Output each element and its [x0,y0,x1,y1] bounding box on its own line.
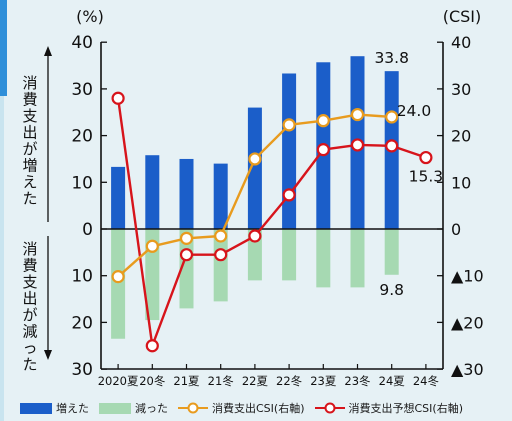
bar-increase [247,107,262,229]
left-axis-tick-label: 30 [71,80,93,100]
left-edge-accent [0,0,7,96]
x-axis-tick-label: 24冬 [413,374,440,388]
x-axis-tick-label: 23夏 [310,374,337,388]
left-axis-tick-label: 20 [71,127,93,147]
right-axis-tick-label: 0 [451,220,461,239]
point-consumption-csi [316,114,330,128]
left-axis-unit: (%) [76,7,104,26]
legend-label: 減った [135,402,168,415]
bar-increase [179,158,194,229]
line-forecast-csi [116,98,427,347]
point-forecast-csi [385,139,399,153]
left-axis-tick-label: 10 [71,267,93,287]
legend: 増えた 減った 消費支出CSI(右軸) 消費支出予想CSI(右軸) [20,398,508,418]
right-axis-tick-label: 10 [451,173,471,192]
bar-decrease [179,229,194,309]
legend-label: 消費支出CSI(右軸) [212,402,305,415]
right-axis-tick-label: 30 [451,80,471,99]
decrease-arrow-head [44,350,52,360]
bar-decrease [111,229,126,339]
left-edge-strip [0,96,4,421]
point-forecast-csi [145,339,159,353]
point-consumption-csi [214,229,228,243]
x-axis-tick-label: 24夏 [379,374,406,388]
point-forecast-csi [179,248,194,262]
bar-decrease [282,229,297,281]
x-axis-tick-label: 2020夏 [98,374,139,388]
right-axis-unit: (CSI) [443,7,482,26]
x-axis-tick-label: 23冬 [344,374,371,388]
point-forecast-csi [282,188,296,202]
legend-swatch [20,402,52,414]
legend-label: 増えた [56,402,89,415]
point-forecast-csi [350,138,365,152]
legend-item: 消費支出CSI(右軸) [178,400,305,416]
data-label: 15.3 [409,168,444,186]
point-consumption-csi [350,107,365,122]
point-consumption-csi [145,239,159,253]
left-axis-tick-label: 20 [71,313,93,333]
bar-decrease [384,229,399,275]
bar-decrease [247,229,262,281]
increase-side-label: 消費支出が増えた [22,74,37,208]
x-axis-tick-label: 22冬 [276,374,303,388]
x-axis-tick-label: 21夏 [173,374,200,388]
increase-arrow-head [44,46,52,56]
legend-item: 消費支出予想CSI(右軸) [314,400,464,416]
data-label: 24.0 [397,102,432,120]
decrease-side-label: 消費支出が減った [22,240,37,374]
point-forecast-csi [214,248,228,262]
right-axis-tick-label: 40 [451,33,471,52]
legend-swatch [314,402,345,414]
bar-increase [111,166,126,229]
legend-swatch [178,402,208,414]
bar-decrease [213,229,228,302]
point-forecast-csi [248,229,262,243]
left-axis-tick-label: 0 [82,220,93,240]
right-axis-tick-label: ▲10 [451,267,484,286]
bar-increase [282,73,297,229]
bar-decrease [316,229,331,288]
left-axis-tick-label: 40 [71,33,93,53]
right-axis-tick-label: ▲30 [451,360,484,379]
x-axis-tick-label: 22夏 [242,374,269,388]
data-label: 33.8 [374,49,409,67]
point-consumption-csi [282,118,296,132]
x-axis-tick-label: 21冬 [208,374,235,388]
point-forecast-csi [419,150,433,165]
point-consumption-csi [179,231,194,245]
x-axis-tick-label: 20冬 [139,374,166,388]
point-forecast-csi [111,91,125,105]
left-axis-tick-label: 30 [71,360,93,380]
point-consumption-csi [111,270,125,284]
point-forecast-csi [316,143,330,157]
legend-label: 消費支出予想CSI(右軸) [348,402,464,415]
left-axis-tick-label: 10 [71,173,93,193]
legend-item: 増えた [20,400,89,416]
point-consumption-csi [385,110,399,124]
data-label: 9.8 [379,281,404,299]
svg-text:消費支出が増えた: 消費支出が増えた [22,74,37,208]
legend-item: 減った [99,400,168,416]
point-consumption-csi [248,152,262,166]
bar-increase [213,163,228,229]
svg-text:消費支出が減った: 消費支出が減った [22,240,37,374]
legend-swatch [99,402,131,414]
bar-decrease [350,229,365,288]
right-axis-tick-label: ▲20 [451,313,484,332]
right-axis-tick-label: 20 [451,127,471,146]
bar-increase [145,155,160,229]
